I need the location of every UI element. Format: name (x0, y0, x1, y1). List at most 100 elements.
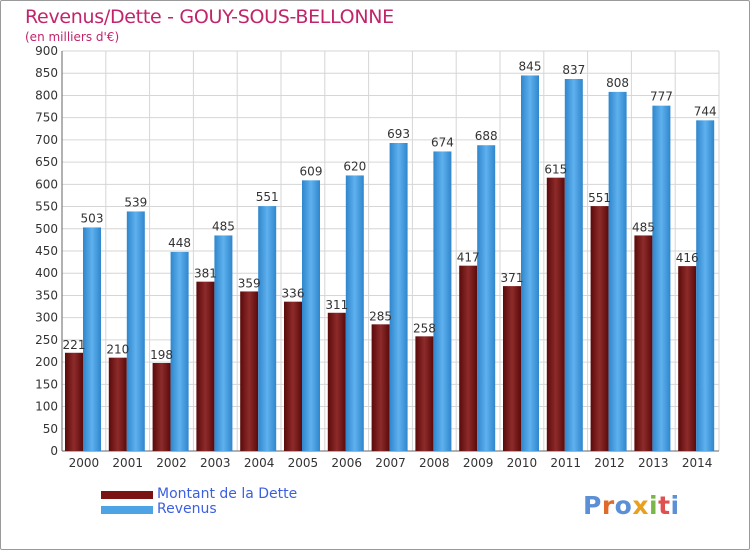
bar-dette-2002 (152, 363, 171, 451)
y-tick-label: 700 (35, 133, 58, 147)
bar-revenus-2005 (302, 180, 320, 452)
y-tick-label: 0 (50, 444, 58, 458)
bar-dette-2014 (678, 266, 697, 451)
data-label-dette-2012: 551 (588, 191, 611, 205)
bar-dette-2007 (371, 324, 390, 451)
x-tick-label-2000: 2000 (69, 456, 100, 470)
data-label-dette-2004: 359 (238, 276, 261, 290)
bar-dette-2001 (108, 357, 127, 451)
y-tick-label: 400 (35, 266, 58, 280)
bar-dette-2009 (459, 265, 478, 451)
data-label-revenus-2010: 845 (519, 59, 542, 73)
x-tick-label-2006: 2006 (331, 456, 362, 470)
x-tick-label-2001: 2001 (112, 456, 143, 470)
x-tick-label-2008: 2008 (419, 456, 450, 470)
bar-dette-2012 (590, 206, 609, 451)
data-label-dette-2007: 285 (369, 309, 392, 323)
x-tick-label-2014: 2014 (682, 456, 713, 470)
y-tick-label: 250 (35, 333, 58, 347)
data-label-dette-2006: 311 (325, 298, 348, 312)
bar-revenus-2001 (126, 211, 145, 451)
bar-revenus-2009 (477, 145, 496, 451)
logo-letter: t (658, 491, 671, 520)
x-tick-label-2007: 2007 (375, 456, 406, 470)
y-tick-label: 650 (35, 155, 58, 169)
data-label-revenus-2013: 777 (650, 90, 673, 104)
x-tick-label-2013: 2013 (638, 456, 669, 470)
x-tick-label-2005: 2005 (288, 456, 319, 470)
y-tick-label: 100 (35, 400, 58, 414)
bar-revenus-2000 (83, 227, 101, 451)
proxiti-logo: Proxiti (583, 491, 680, 520)
data-label-dette-2005: 336 (282, 287, 305, 301)
data-label-revenus-2001: 539 (124, 195, 147, 209)
data-label-dette-2002: 198 (150, 348, 173, 362)
y-tick-label: 900 (35, 44, 58, 58)
y-tick-label: 150 (35, 377, 58, 391)
bar-revenus-2002 (170, 251, 189, 451)
x-tick-label-2009: 2009 (463, 456, 494, 470)
bar-revenus-2012 (608, 91, 627, 451)
bar-revenus-2011 (564, 79, 583, 451)
bar-dette-2008 (415, 336, 434, 451)
bar-dette-2013 (634, 235, 653, 451)
logo-letter: r (601, 491, 615, 520)
y-tick-label: 500 (35, 222, 58, 236)
chart-title: Revenus/Dette - GOUY-SOUS-BELLONNE (25, 6, 394, 28)
data-label-revenus-2009: 688 (475, 129, 498, 143)
data-label-dette-2010: 371 (501, 271, 524, 285)
x-tick-label-2011: 2011 (550, 456, 581, 470)
x-tick-label-2002: 2002 (156, 456, 187, 470)
logo-letter: P (583, 491, 602, 520)
data-label-dette-2011: 615 (544, 163, 567, 177)
y-tick-label: 50 (43, 422, 58, 436)
bar-revenus-2013 (652, 105, 671, 452)
data-label-revenus-2012: 808 (606, 76, 629, 90)
data-label-revenus-2011: 837 (562, 63, 585, 77)
bar-dette-2006 (327, 312, 346, 451)
bar-revenus-2003 (214, 235, 233, 451)
data-label-dette-2008: 258 (413, 321, 436, 335)
bar-revenus-2006 (345, 175, 364, 451)
data-label-revenus-2003: 485 (212, 219, 235, 233)
data-label-dette-2001: 210 (106, 343, 129, 357)
data-label-revenus-2004: 551 (256, 190, 279, 204)
data-label-dette-2014: 416 (676, 251, 699, 265)
logo-letter: i (670, 491, 680, 520)
y-tick-label: 850 (35, 66, 58, 80)
x-tick-label-2003: 2003 (200, 456, 231, 470)
y-tick-label: 550 (35, 200, 58, 214)
data-label-dette-2003: 381 (194, 267, 217, 281)
data-label-revenus-2005: 609 (300, 164, 323, 178)
bar-revenus-2007 (389, 143, 408, 451)
x-tick-label-2004: 2004 (244, 456, 275, 470)
logo-letter: x (632, 491, 649, 520)
bar-dette-2004 (240, 291, 259, 451)
legend-label-revenus: Revenus (157, 501, 217, 517)
logo-letter: o (614, 491, 633, 520)
data-label-dette-2013: 485 (632, 220, 655, 234)
data-label-revenus-2002: 448 (168, 236, 191, 250)
x-tick-label-2012: 2012 (594, 456, 625, 470)
bar-revenus-2010 (521, 75, 539, 451)
y-tick-label: 200 (35, 355, 58, 369)
bar-dette-2005 (284, 301, 302, 451)
bar-revenus-2004 (258, 206, 277, 451)
y-tick-label: 300 (35, 311, 58, 325)
legend-swatch-dette (101, 491, 153, 499)
y-tick-label: 750 (35, 111, 58, 125)
data-label-revenus-2014: 744 (694, 104, 717, 118)
data-labels: 221 503 210 539 198 448 381 485 359 551 336 609 311 6… (63, 59, 717, 362)
bar-revenus-2014 (696, 120, 715, 451)
x-tick-label-2010: 2010 (507, 456, 538, 470)
bar-dette-2003 (196, 281, 215, 451)
data-label-revenus-2000: 503 (81, 211, 104, 225)
logo-letter: i (649, 491, 659, 520)
bar-revenus-2008 (433, 151, 452, 451)
data-label-revenus-2006: 620 (343, 159, 366, 173)
data-label-dette-2009: 417 (457, 251, 480, 265)
y-tick-label: 450 (35, 244, 58, 258)
bar-dette-2000 (65, 352, 83, 451)
data-label-dette-2000: 221 (63, 338, 86, 352)
